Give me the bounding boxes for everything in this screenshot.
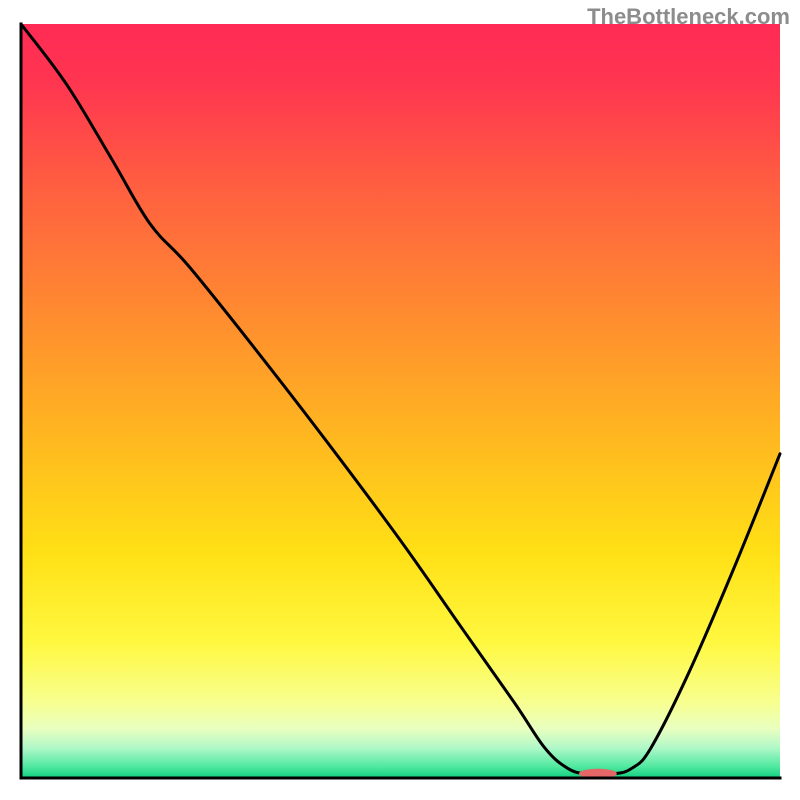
plot-background	[21, 24, 780, 778]
bottleneck-chart	[0, 0, 800, 800]
watermark-text: TheBottleneck.com	[587, 4, 790, 30]
chart-container: { "watermark": { "text": "TheBottleneck.…	[0, 0, 800, 800]
